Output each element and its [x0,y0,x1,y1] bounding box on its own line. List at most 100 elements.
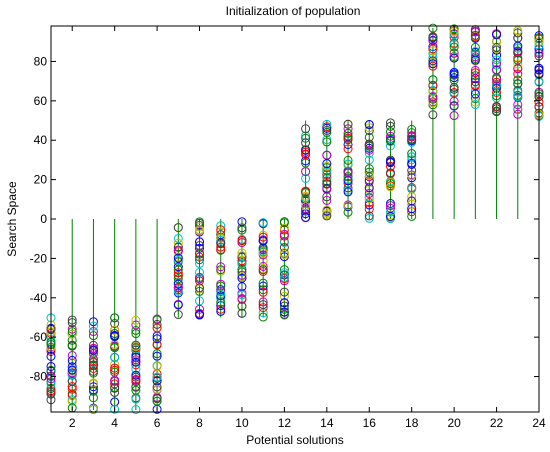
data-point [364,167,374,177]
data-point [301,173,311,183]
data-point [364,155,374,165]
data-point [428,75,438,85]
data-point [67,335,77,345]
data-point [513,55,523,65]
y-axis-label: Search Space [5,181,19,257]
data-point [343,207,353,217]
data-point [131,405,141,415]
data-point [195,304,205,314]
x-axis-ticks: 2 4 6 8 10 12 14 16 18 20 22 24 [69,26,546,430]
data-point [173,223,183,233]
data-point [237,293,247,303]
data-point [322,205,332,215]
data-point [195,310,205,320]
data-point [407,152,417,162]
data-point [258,243,268,253]
data-point [279,276,289,286]
data-point [470,52,480,62]
data-point [385,127,395,137]
data-point [492,37,502,47]
data-point [131,394,141,404]
data-point [364,141,374,151]
data-point [385,201,395,211]
data-point [385,141,395,151]
data-point [428,98,438,108]
data-point [470,77,480,87]
data-point [195,272,205,282]
data-point [258,287,268,297]
y-tick-label: 20 [34,173,48,187]
data-point [449,101,459,111]
data-point [173,274,183,284]
data-point [152,396,162,406]
data-point [322,123,332,133]
data-point [173,268,183,278]
data-point [131,385,141,395]
data-point [407,131,417,141]
data-point [301,150,311,160]
data-point [152,349,162,359]
data-point [301,212,311,222]
data-point [513,28,523,38]
data-point [152,319,162,329]
data-point [279,298,289,308]
data-point [131,355,141,365]
data-point [364,188,374,198]
data-point [322,208,332,218]
data-point [258,265,268,275]
x-tick-label: 4 [111,416,118,430]
data-point [110,404,120,414]
data-point [110,387,120,397]
data-point [67,329,77,339]
data-point [258,312,268,322]
data-point [173,271,183,281]
data-point [301,187,311,197]
data-point [67,324,77,334]
x-tick-label: 10 [235,416,249,430]
data-point [216,227,226,237]
data-point [322,179,332,189]
data-point [67,365,77,375]
data-point [110,397,120,407]
data-point [343,119,353,129]
data-point [492,77,502,87]
data-point [364,213,374,223]
data-point [279,310,289,320]
data-point [216,239,226,249]
data-point [470,65,480,75]
data-point [343,144,353,154]
data-point [195,283,205,293]
data-point [237,290,247,300]
data-point [322,161,332,171]
data-point [343,155,353,165]
data-point [343,187,353,197]
data-point [195,255,205,265]
data-point [279,287,289,297]
data-point [152,369,162,379]
data-point [492,60,502,70]
data-point [279,218,289,228]
y-tick-label: -80 [30,370,48,384]
data-point [428,110,438,120]
data-point [67,350,77,360]
data-point [449,69,459,79]
data-point [67,390,77,400]
data-point [88,382,98,392]
chart-title: Initialization of population [226,4,361,18]
data-point [513,64,523,74]
data-point [513,69,523,79]
data-point [470,30,480,40]
data-point [195,258,205,268]
data-points [46,23,544,415]
data-point [237,264,247,274]
data-point [470,42,480,52]
y-tick-label: 60 [34,94,48,108]
x-axis-label: Potential solutions [246,433,343,447]
data-point [322,172,332,182]
data-point [407,134,417,144]
data-point [279,243,289,253]
data-point [449,48,459,58]
data-point [513,26,523,36]
data-point [428,44,438,54]
data-point [385,161,395,171]
